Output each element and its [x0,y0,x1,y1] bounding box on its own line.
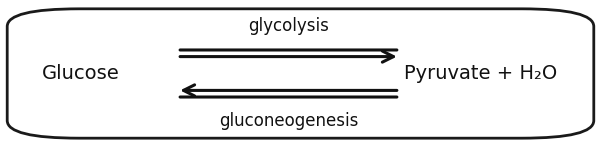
Text: glycolysis: glycolysis [248,17,329,35]
Text: Glucose: Glucose [42,64,120,83]
FancyBboxPatch shape [7,9,594,138]
Text: Pyruvate + H₂O: Pyruvate + H₂O [404,64,557,83]
Text: gluconeogenesis: gluconeogenesis [219,112,358,130]
